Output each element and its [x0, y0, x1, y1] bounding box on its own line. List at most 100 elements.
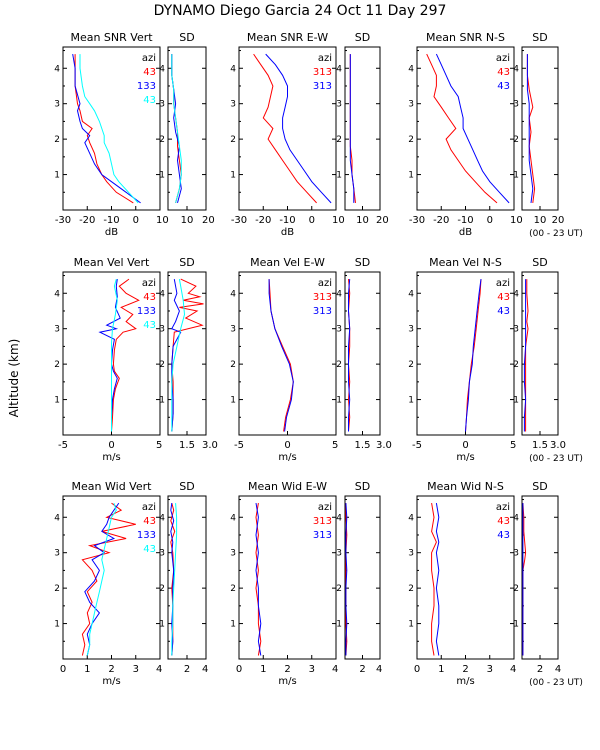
panel-title: SD	[179, 31, 194, 44]
panel-title: Mean Vel Vert	[74, 256, 150, 269]
panel-title: SD	[179, 256, 194, 269]
x-tick-label: 3	[309, 664, 315, 675]
x-axis-label: dB	[459, 227, 472, 238]
y-tick-label: 3	[336, 100, 342, 110]
y-tick-label: 4	[336, 513, 342, 523]
x-tick-label: 0	[462, 440, 468, 451]
y-tick-label: 1	[513, 396, 519, 406]
legend-header: azi	[318, 502, 332, 513]
panel-9: Mean Vel E-W 1 2 3 4 -5 0 5 m/s azi 313 313	[230, 256, 338, 463]
y-tick-label: 2	[408, 360, 414, 370]
plot-frame	[167, 271, 207, 436]
series-line-blue	[255, 503, 262, 656]
x-tick-label: 2	[359, 664, 365, 675]
ut-label: (00 - 23 UT)	[529, 454, 583, 464]
y-tick-label: 2	[408, 584, 414, 594]
x-tick-label: 3.0	[550, 440, 566, 451]
y-tick-label: 3	[159, 549, 165, 559]
legend-header: azi	[496, 502, 510, 513]
x-tick-label: 0	[236, 664, 242, 675]
y-axis-label: Altitude (km)	[7, 339, 21, 418]
x-tick-label: 2	[462, 664, 468, 675]
y-tick-label: 1	[230, 620, 236, 630]
x-tick-label: 20	[376, 215, 389, 226]
x-tick-label: 2	[184, 664, 190, 675]
series-line-blue	[526, 54, 534, 203]
x-tick-label: 10	[534, 215, 547, 226]
panel-10: SD 1 2 3 4 1.5 3.0	[336, 256, 392, 451]
y-tick-label: 3	[408, 325, 414, 335]
y-tick-label: 2	[513, 135, 519, 145]
y-tick-label: 1	[230, 171, 236, 181]
x-tick-label: -20	[433, 215, 449, 226]
y-tick-label: 1	[513, 620, 519, 630]
y-tick-label: 2	[513, 360, 519, 370]
legend-entry: 43	[143, 95, 156, 106]
y-tick-label: 4	[336, 289, 342, 299]
legend-entry: 313	[313, 67, 332, 78]
legend-header: azi	[318, 278, 332, 289]
y-tick-label: 1	[54, 396, 60, 406]
plot-frame	[344, 495, 381, 660]
series-line-blue	[345, 503, 348, 656]
legend-entry: 43	[143, 320, 156, 331]
x-axis-label: m/s	[278, 452, 296, 463]
x-tick-label: 1	[438, 664, 444, 675]
x-tick-label: 10	[156, 215, 169, 226]
legend-entry: 43	[497, 530, 510, 541]
x-tick-label: -5	[234, 440, 244, 451]
panel-14: SD 1 2 3 4 2 4	[159, 480, 208, 675]
y-tick-label: 4	[408, 513, 414, 523]
x-tick-label: 4	[332, 664, 338, 675]
panel-12: SD 1 2 3 4 1.5 3.0 (00 - 23 UT)	[513, 256, 583, 464]
y-tick-label: 4	[230, 289, 236, 299]
x-tick-label: 2	[284, 664, 290, 675]
x-tick-label: 0	[133, 215, 139, 226]
x-axis-label: m/s	[102, 676, 120, 687]
y-tick-label: 2	[230, 360, 236, 370]
series-line-blue	[435, 53, 510, 204]
y-tick-label: 4	[230, 64, 236, 74]
y-tick-label: 3	[513, 549, 519, 559]
y-tick-label: 2	[159, 135, 165, 145]
x-tick-label: -10	[457, 215, 473, 226]
panel-18: SD 1 2 3 4 2 4 (00 - 23 UT)	[513, 480, 583, 688]
x-tick-label: -10	[103, 215, 119, 226]
series-line-red	[426, 53, 498, 204]
y-tick-label: 2	[230, 584, 236, 594]
x-tick-label: 1.5	[355, 440, 371, 451]
legend-entry: 43	[497, 67, 510, 78]
series-line-blue	[348, 279, 351, 432]
series-line-red	[81, 502, 136, 656]
series-line-red	[111, 278, 140, 432]
x-tick-label: 10	[332, 215, 345, 226]
legend-entry: 43	[143, 292, 156, 303]
x-tick-label: 0	[309, 215, 315, 226]
y-tick-label: 4	[336, 64, 342, 74]
x-tick-label: 10	[181, 215, 194, 226]
panel-2: SD 1 2 3 4 10 20	[159, 31, 214, 226]
y-tick-label: 4	[159, 64, 165, 74]
y-tick-label: 3	[513, 100, 519, 110]
panel-8: SD 1 2 3 4 1.5 3.0	[159, 256, 218, 451]
series-line-blue	[523, 279, 527, 432]
y-tick-label: 2	[230, 135, 236, 145]
y-tick-label: 4	[54, 289, 60, 299]
x-tick-label: 5	[510, 440, 516, 451]
legend-entry: 313	[313, 306, 332, 317]
y-tick-label: 2	[54, 360, 60, 370]
x-tick-label: -10	[279, 215, 295, 226]
y-tick-label: 4	[513, 64, 519, 74]
panel-15: Mean Wid E-W 1 2 3 4 0 1 2 3 4 m/s azi 313 313	[230, 480, 338, 687]
y-tick-label: 1	[54, 620, 60, 630]
ut-label: (00 - 23 UT)	[529, 678, 583, 688]
panel-title: SD	[532, 31, 547, 44]
panel-title: SD	[355, 31, 370, 44]
y-tick-label: 1	[408, 620, 414, 630]
y-tick-label: 3	[336, 325, 342, 335]
series-line-blue	[98, 279, 121, 432]
